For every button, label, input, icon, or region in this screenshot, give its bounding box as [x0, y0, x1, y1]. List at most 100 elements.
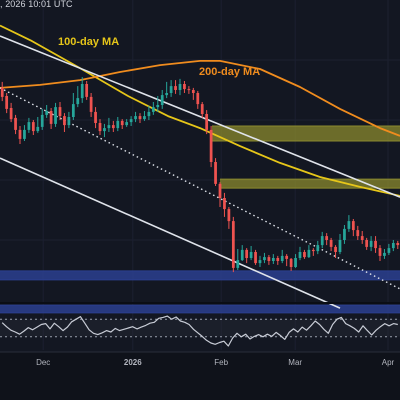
candle-body [263, 257, 266, 261]
x-axis-background [0, 352, 400, 400]
candle-body [94, 111, 97, 123]
candle-body [334, 246, 337, 252]
candle-body [347, 221, 351, 229]
candle-body [196, 93, 200, 105]
candle-body [209, 129, 213, 162]
candle-body [49, 111, 53, 124]
candle-body [369, 240, 373, 247]
x-tick-label: Apr [382, 358, 395, 367]
candle-body [271, 258, 275, 261]
candle-body [223, 198, 226, 210]
candle-body [160, 95, 164, 105]
candle-body [45, 111, 49, 115]
candle-body [138, 116, 142, 120]
support-zone [0, 305, 400, 313]
resistance-zone [220, 179, 400, 189]
candle-body [9, 108, 13, 120]
candle-body [151, 107, 155, 112]
x-tick-label: Feb [214, 358, 228, 367]
candle-body [325, 236, 329, 240]
candle-body [245, 249, 249, 258]
rsi-line [1, 315, 398, 347]
candle-body [58, 107, 62, 117]
candle-body [365, 240, 369, 247]
candle-body [311, 249, 315, 252]
candle-body [14, 117, 17, 130]
candle-body [307, 249, 311, 258]
channel-line [0, 35, 400, 198]
candle-body [111, 125, 115, 129]
candle-body [387, 248, 391, 253]
candle-body [285, 255, 289, 259]
candle-body [231, 221, 235, 268]
candle-body [351, 221, 355, 231]
candle-body [214, 162, 217, 184]
candle-body [80, 84, 84, 99]
candle-body [178, 84, 182, 90]
candle-body [31, 122, 35, 132]
candle-body [85, 84, 89, 97]
candle-body [249, 252, 253, 258]
candle-body [23, 129, 26, 139]
candle-body [316, 245, 320, 252]
x-tick-label: 2026 [124, 358, 142, 367]
ma100-label: 100-day MA [58, 36, 120, 48]
candle-body [129, 119, 133, 123]
candle-body [227, 209, 231, 222]
candle-body [5, 96, 9, 109]
candle-body [391, 243, 395, 249]
candle-body [187, 89, 191, 91]
candle-body [89, 96, 93, 112]
candle-body [27, 122, 31, 130]
candle-body [258, 260, 262, 264]
candle-body [200, 104, 204, 114]
candle-body [205, 114, 209, 130]
candle-body [254, 252, 257, 264]
candle-body [294, 258, 297, 267]
candle-body [320, 236, 324, 246]
x-tick-label: Mar [288, 358, 302, 367]
candle-body [156, 105, 160, 108]
candle-body [374, 240, 377, 249]
candle-body [329, 240, 333, 247]
candle-body [303, 252, 306, 258]
ma100-line [0, 24, 400, 197]
candle-body [125, 122, 129, 126]
candle-body [218, 183, 222, 198]
candle-body [120, 120, 124, 126]
candle-body [276, 258, 280, 261]
candle-body [280, 255, 284, 261]
header-date: , 2026 10:01 UTC [0, 0, 73, 9]
candle-body [383, 252, 386, 256]
candle-body [183, 84, 186, 90]
candle-body [343, 228, 346, 240]
support-zone [0, 270, 400, 280]
ma200-line [0, 60, 400, 137]
candle-body [76, 98, 80, 105]
resistance-zone [212, 126, 400, 141]
candle-body [396, 243, 400, 246]
candle-body [236, 260, 240, 268]
ma200-label: 200-day MA [199, 66, 261, 78]
candle-body [67, 117, 71, 126]
candle-body [63, 116, 66, 126]
candle-body [98, 123, 102, 132]
channel-line [0, 157, 341, 309]
candle-body [240, 249, 244, 261]
candle-body [143, 116, 146, 120]
candle-body [378, 248, 382, 256]
rsi-band-fill [0, 319, 400, 337]
candle-body [165, 93, 169, 96]
candle-body [0, 87, 4, 97]
candle-body [134, 116, 137, 120]
candle-body [107, 125, 111, 129]
candle-body [18, 129, 22, 139]
candle-body [356, 230, 360, 237]
candle-body [338, 240, 342, 252]
candle-body [103, 128, 106, 132]
candle-body [116, 120, 120, 129]
candle-body [54, 107, 57, 124]
